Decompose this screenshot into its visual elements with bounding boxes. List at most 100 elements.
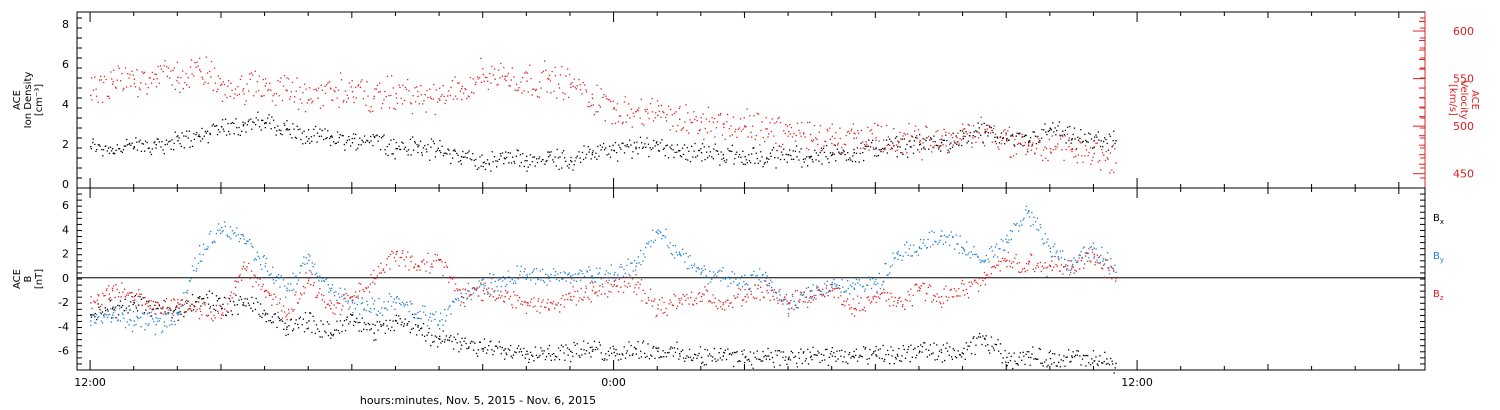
series-0-1-sample-360	[500, 62, 502, 65]
series-0-1-sample-482	[639, 117, 641, 119]
series-1-0-sample-516	[678, 358, 680, 360]
series-1-0-sample-222	[343, 320, 346, 322]
series-1-0-sample-363	[504, 358, 506, 360]
series-0-1-sample-719	[909, 140, 911, 142]
series-0-1-sample-320	[454, 95, 457, 97]
series-1-2-sample-505	[665, 307, 667, 309]
series-1-0-sample-31	[125, 307, 128, 309]
series-1-2-sample-23	[116, 288, 118, 291]
series-0-1-sample-145	[255, 91, 257, 93]
series-0-1-sample-132	[240, 75, 243, 77]
series-1-2-sample-730	[922, 282, 924, 284]
series-1-2-sample-524	[687, 297, 689, 299]
series-0-1-sample-372	[514, 89, 516, 91]
series-0-1-sample-501	[660, 104, 663, 107]
series-0-1-sample-850	[1059, 134, 1061, 136]
series-0-0-sample-42	[138, 141, 140, 143]
series-1-2-sample-844	[1051, 269, 1053, 271]
series-1-0-sample-280	[409, 331, 411, 334]
series-0-0-sample-441	[592, 150, 594, 152]
series-0-0-sample-585	[756, 157, 758, 160]
series-1-0-sample-307	[440, 342, 442, 344]
series-0-1-sample-109	[214, 82, 216, 84]
series-0-1-sample-523	[686, 129, 688, 132]
series-1-0-sample-322	[457, 333, 459, 335]
series-1-1-sample-380	[523, 271, 525, 273]
series-0-0-sample-773	[971, 142, 973, 144]
series-1-2-sample-254	[380, 262, 382, 264]
series-0-0-sample-309	[442, 154, 445, 157]
series-1-2-sample-627	[804, 301, 806, 303]
series-1-0-sample-202	[320, 320, 322, 322]
series-1-1-sample-65	[164, 325, 166, 327]
series-1-1-sample-419	[567, 273, 569, 275]
series-1-2-sample-285	[414, 263, 417, 265]
series-1-0-sample-616	[791, 352, 794, 354]
series-1-0-sample-755	[950, 356, 953, 358]
series-1-2-sample-245	[369, 283, 372, 285]
series-0-1-sample-643	[823, 145, 825, 147]
series-1-0-sample-320	[454, 338, 457, 341]
series-1-2-sample-418	[567, 298, 569, 301]
series-1-2-sample-278	[407, 251, 409, 253]
series-1-0-sample-680	[865, 347, 867, 349]
series-1-0-sample-745	[938, 350, 941, 352]
series-1-0-sample-331	[467, 347, 470, 349]
series-1-1-sample-754	[949, 244, 951, 246]
series-0-0-sample-262	[388, 143, 390, 145]
series-0-0-sample-215	[335, 142, 337, 144]
series-1-2-sample-691	[877, 296, 879, 298]
series-1-2-sample-487	[645, 302, 647, 304]
series-1-1-sample-555	[722, 267, 724, 269]
series-1-1-point-36	[875, 283, 877, 286]
series-1-1-sample-814	[1018, 230, 1020, 232]
series-1-2-sample-882	[1095, 261, 1097, 263]
series-1-1-sample-626	[803, 292, 805, 294]
series-1-2-sample-584	[755, 297, 758, 299]
series-1-1-sample-719	[909, 244, 911, 246]
series-0-1-sample-146	[256, 81, 258, 83]
series-1-1-sample-373	[515, 282, 517, 284]
series-1-1-sample-259	[385, 307, 387, 309]
series-1-1-sample-544	[709, 281, 712, 283]
series-0-0-sample-118	[224, 118, 227, 120]
series-0-1-sample-189	[305, 88, 307, 90]
series-0-0-sample-541	[706, 157, 709, 159]
series-0-1-point-15	[417, 95, 419, 98]
series-1-0-sample-432	[583, 340, 585, 342]
series-0-0-sample-159	[271, 116, 273, 118]
series-0-1-sample-736	[929, 139, 931, 141]
series-0-0-sample-199	[316, 132, 319, 134]
series-1-0-sample-725	[916, 354, 918, 356]
series-0-1-sample-746	[940, 145, 942, 147]
series-1-1-sample-367	[508, 276, 510, 278]
y-tick-label-0-1: 2	[62, 138, 69, 151]
series-0-0-sample-828	[1033, 131, 1035, 133]
series-0-1-sample-82	[184, 81, 186, 84]
series-1-0-sample-361	[501, 346, 503, 349]
series-1-1-sample-701	[889, 272, 891, 274]
series-1-0-point-5	[199, 296, 201, 298]
series-0-1-sample-510	[671, 114, 673, 116]
series-0-0-sample-777	[975, 130, 977, 132]
series-1-2-sample-195	[312, 284, 315, 286]
series-0-0-sample-270	[398, 145, 400, 147]
series-0-0-sample-491	[649, 147, 651, 149]
series-0-1-sample-737	[930, 145, 932, 147]
series-0-1-sample-430	[579, 89, 582, 91]
series-0-0-point-2	[133, 146, 136, 148]
series-1-1-sample-512	[674, 257, 676, 259]
series-1-2-sample-75	[176, 306, 178, 308]
series-1-0-sample-75	[176, 305, 178, 307]
series-1-0-sample-226	[348, 323, 350, 325]
series-0-0-sample-632	[810, 155, 812, 157]
series-0-0-sample-23	[116, 144, 118, 146]
series-1-1-sample-427	[577, 273, 579, 275]
series-1-2-sample-249	[374, 283, 376, 285]
series-0-0-sample-494	[653, 139, 655, 142]
series-1-1-sample-770	[967, 254, 969, 256]
series-1-0-sample-291	[421, 334, 423, 336]
series-1-1-sample-176	[291, 289, 293, 292]
series-0-0-sample-647	[827, 158, 829, 160]
series-1-1-sample-260	[386, 309, 388, 311]
